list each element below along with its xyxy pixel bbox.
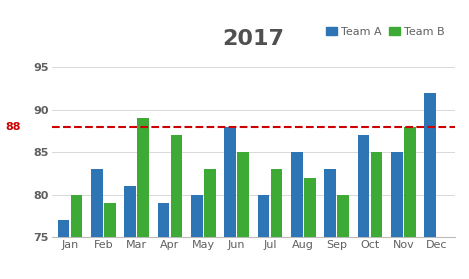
Title: 2017: 2017 xyxy=(222,29,284,49)
Bar xyxy=(357,135,369,279)
Bar xyxy=(71,195,82,279)
Bar xyxy=(58,220,69,279)
Bar xyxy=(424,93,436,279)
Bar xyxy=(91,169,103,279)
Bar xyxy=(337,195,349,279)
Text: 88: 88 xyxy=(6,122,21,132)
Bar xyxy=(271,169,282,279)
Bar xyxy=(257,195,269,279)
Bar xyxy=(237,152,249,279)
Bar xyxy=(171,135,182,279)
Bar xyxy=(391,152,402,279)
Bar xyxy=(291,152,303,279)
Legend: Team A, Team B: Team A, Team B xyxy=(321,22,449,41)
Bar xyxy=(137,118,149,279)
Bar xyxy=(224,127,236,279)
Bar xyxy=(204,169,216,279)
Bar xyxy=(104,203,115,279)
Bar xyxy=(324,169,336,279)
Bar xyxy=(304,178,316,279)
Bar xyxy=(404,127,416,279)
Bar xyxy=(158,203,169,279)
Bar xyxy=(371,152,382,279)
Bar xyxy=(124,186,136,279)
Bar xyxy=(191,195,203,279)
